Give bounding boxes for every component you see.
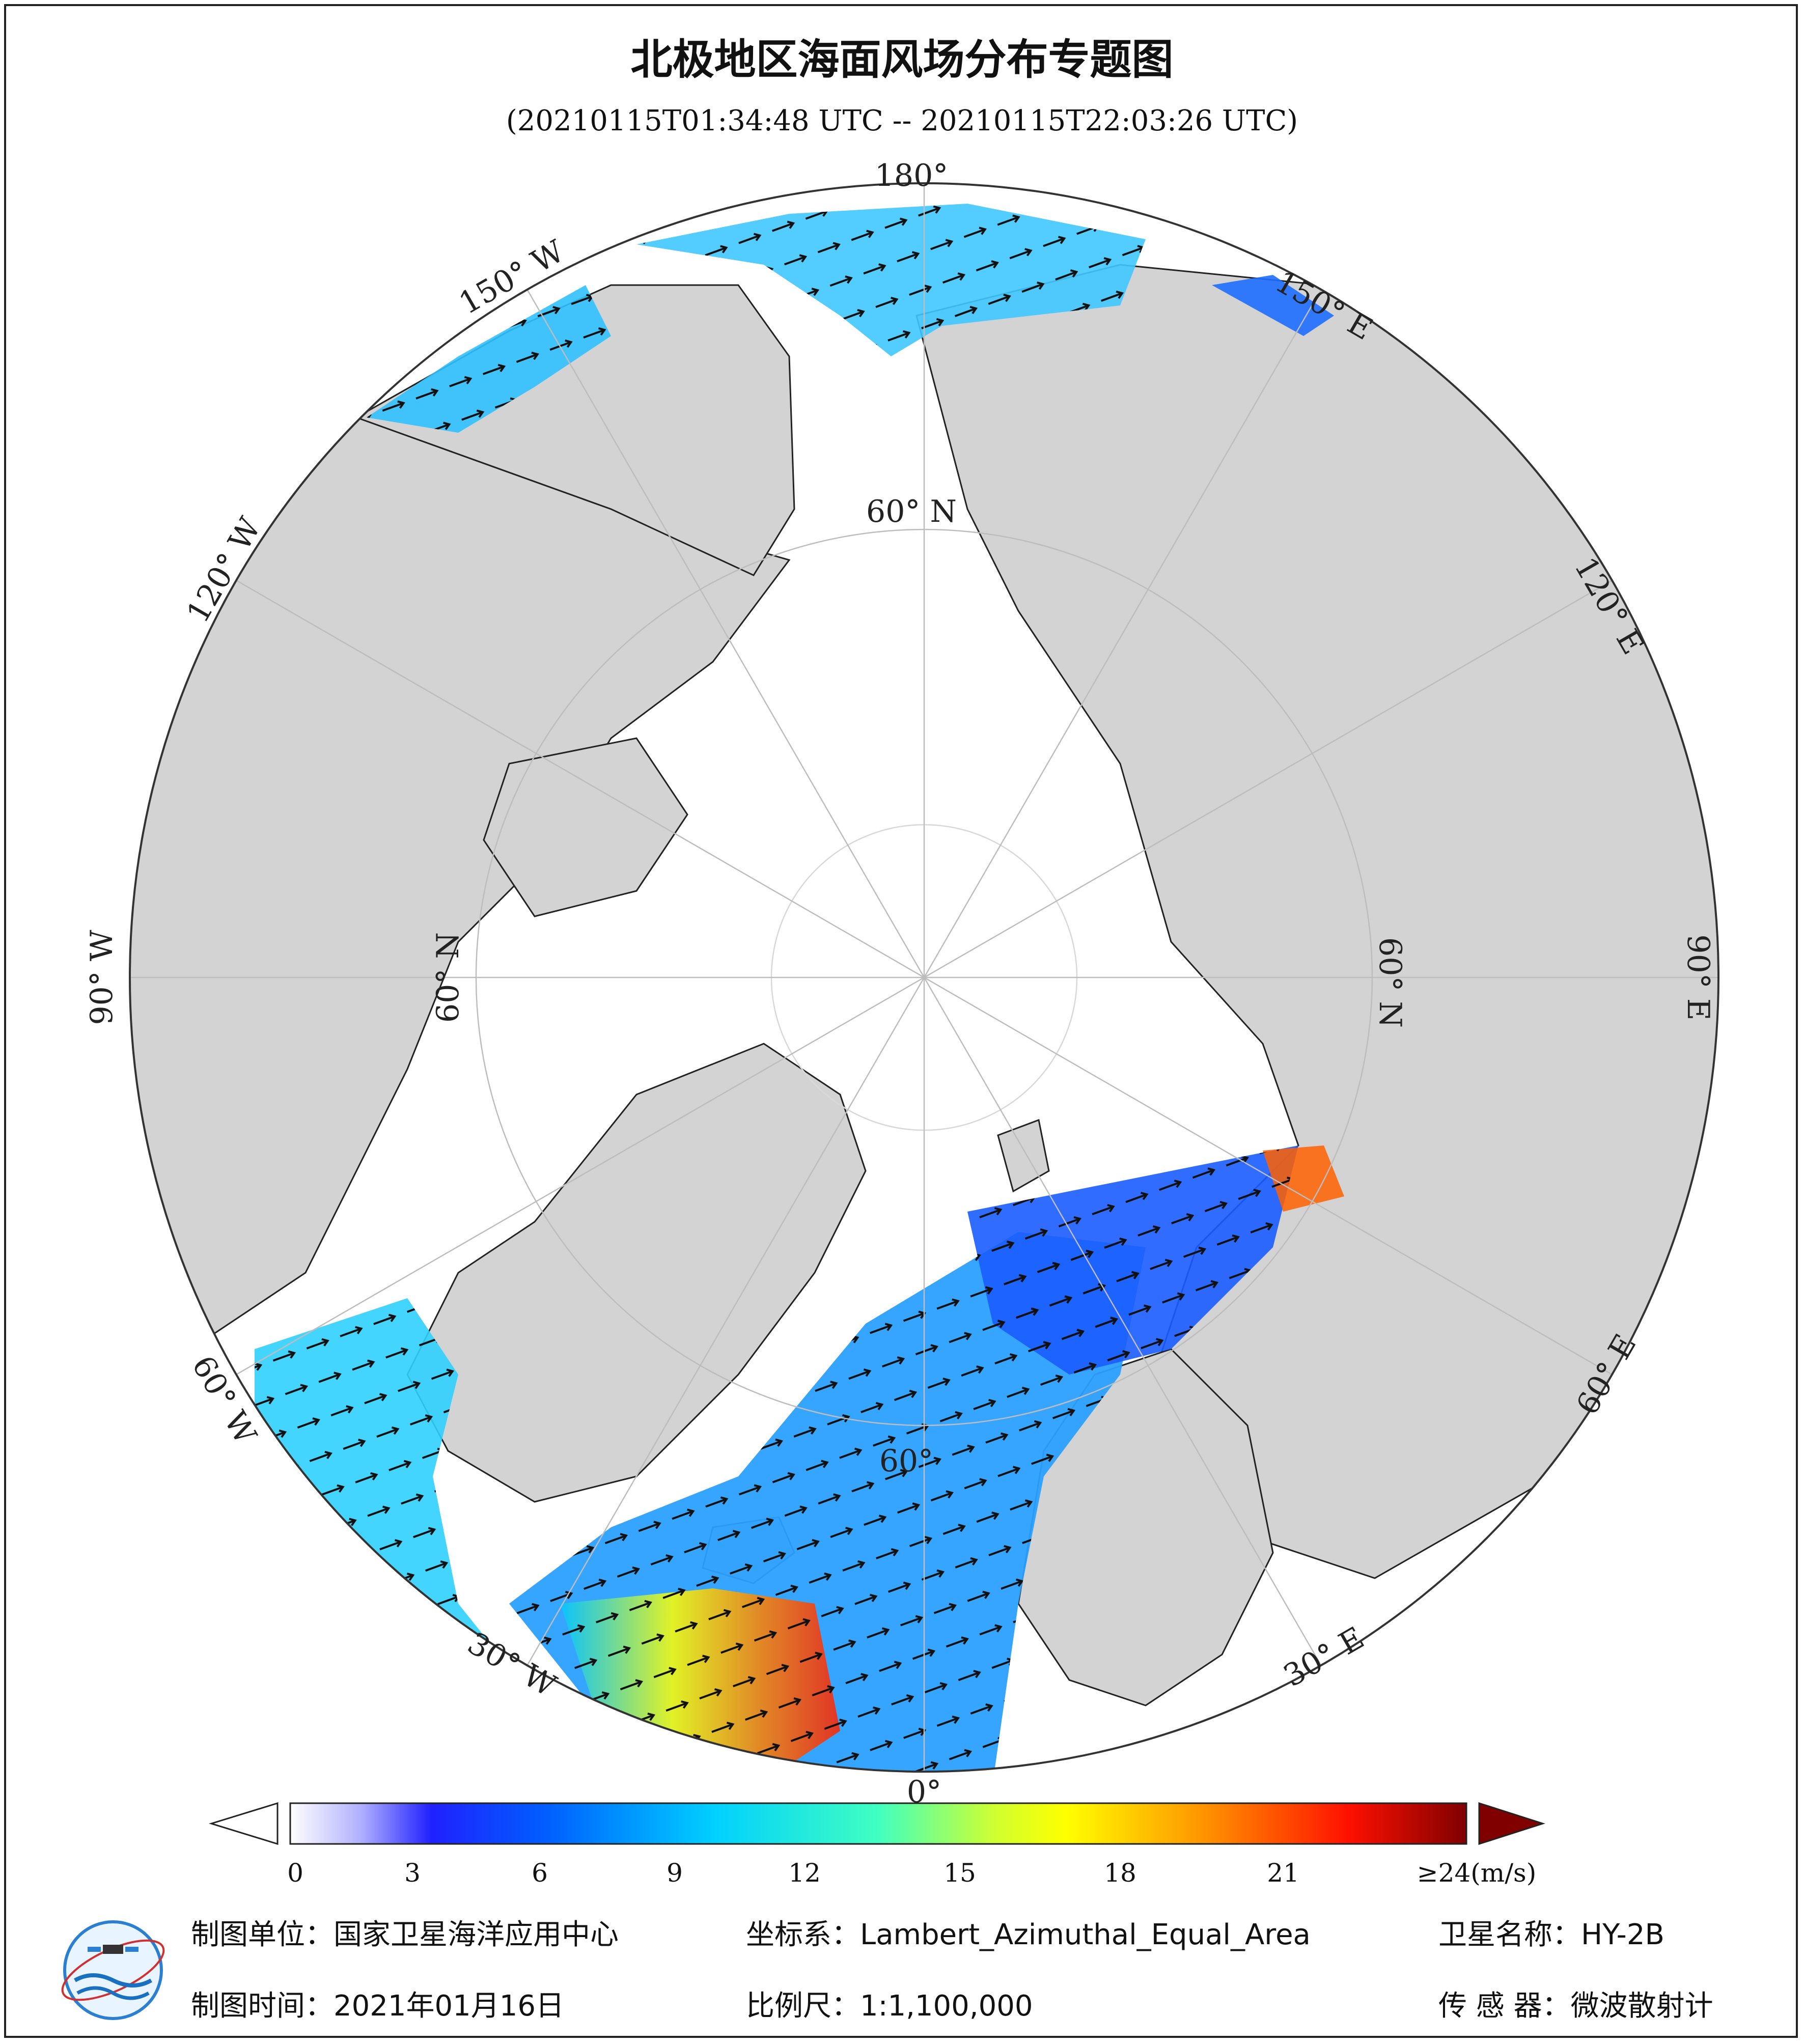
cbar-tick: 3 [404, 1858, 421, 1888]
colorbar-low-extend [208, 1802, 279, 1845]
footer-unit: 制图单位：国家卫星海洋应用中心 [191, 1918, 619, 1951]
wind-vectors-bering [636, 204, 1146, 356]
label-lat-60-left: 60° N [430, 932, 466, 1023]
label-lon-0: 0° [906, 1774, 942, 1810]
arctic-archipelago-land [483, 737, 688, 917]
cbar-tick: 18 [1104, 1858, 1136, 1888]
cbar-tick: 15 [943, 1858, 976, 1888]
label-lon-90e: 90° E [1680, 934, 1716, 1021]
colorbar-gradient [289, 1802, 1467, 1845]
label-lon-90w: 90° W [84, 930, 120, 1025]
cbar-tick: 9 [667, 1858, 683, 1888]
cbar-tick: 21 [1267, 1858, 1299, 1888]
scandinavia-land [1017, 1348, 1274, 1706]
svalbard-land [997, 1118, 1050, 1193]
wind-vectors-barents [967, 1145, 1298, 1375]
page-title: 北极地区海面风场分布专题图 [630, 36, 1174, 84]
colorbar [208, 1802, 1545, 1845]
cbar-tick: 12 [788, 1858, 821, 1888]
wind-vectors-atlantic [509, 1232, 1146, 1772]
time-range-subtitle: (20210115T01:34:48 UTC -- 20210115T22:03… [506, 104, 1298, 137]
graticule [130, 183, 1718, 1772]
label-lat-60-top: 60° N [866, 494, 957, 529]
map-boundary [129, 182, 1719, 1773]
footer-scale: 比例尺：1:1,100,000 [746, 1990, 1033, 2023]
wind-vectors-labrador [255, 1298, 611, 1772]
nsoas-logo-icon [61, 1920, 165, 2020]
wind-vectors-gulf-alaska [367, 285, 611, 433]
footer-sensor: 传 感 器：微波散射计 [1438, 1990, 1713, 2023]
footer-time: 制图时间：2021年01月16日 [191, 1990, 565, 2023]
label-lon-180: 180° [874, 158, 949, 193]
cbar-unit-label: ≥24(m/s) [1417, 1858, 1537, 1888]
label-lat-60-right: 60° N [1372, 937, 1408, 1028]
cbar-tick: 0 [287, 1858, 303, 1888]
cbar-tick: 6 [532, 1858, 548, 1888]
colorbar-high-extend [1478, 1802, 1545, 1845]
meridian-150 [526, 289, 1322, 1666]
label-lat-60-bottom: 60° [879, 1443, 934, 1479]
figure-frame [4, 4, 1798, 2038]
footer-satellite: 卫星名称：HY-2B [1438, 1918, 1664, 1951]
footer-coords: 坐标系：Lambert_Azimuthal_Equal_Area [746, 1918, 1311, 1951]
